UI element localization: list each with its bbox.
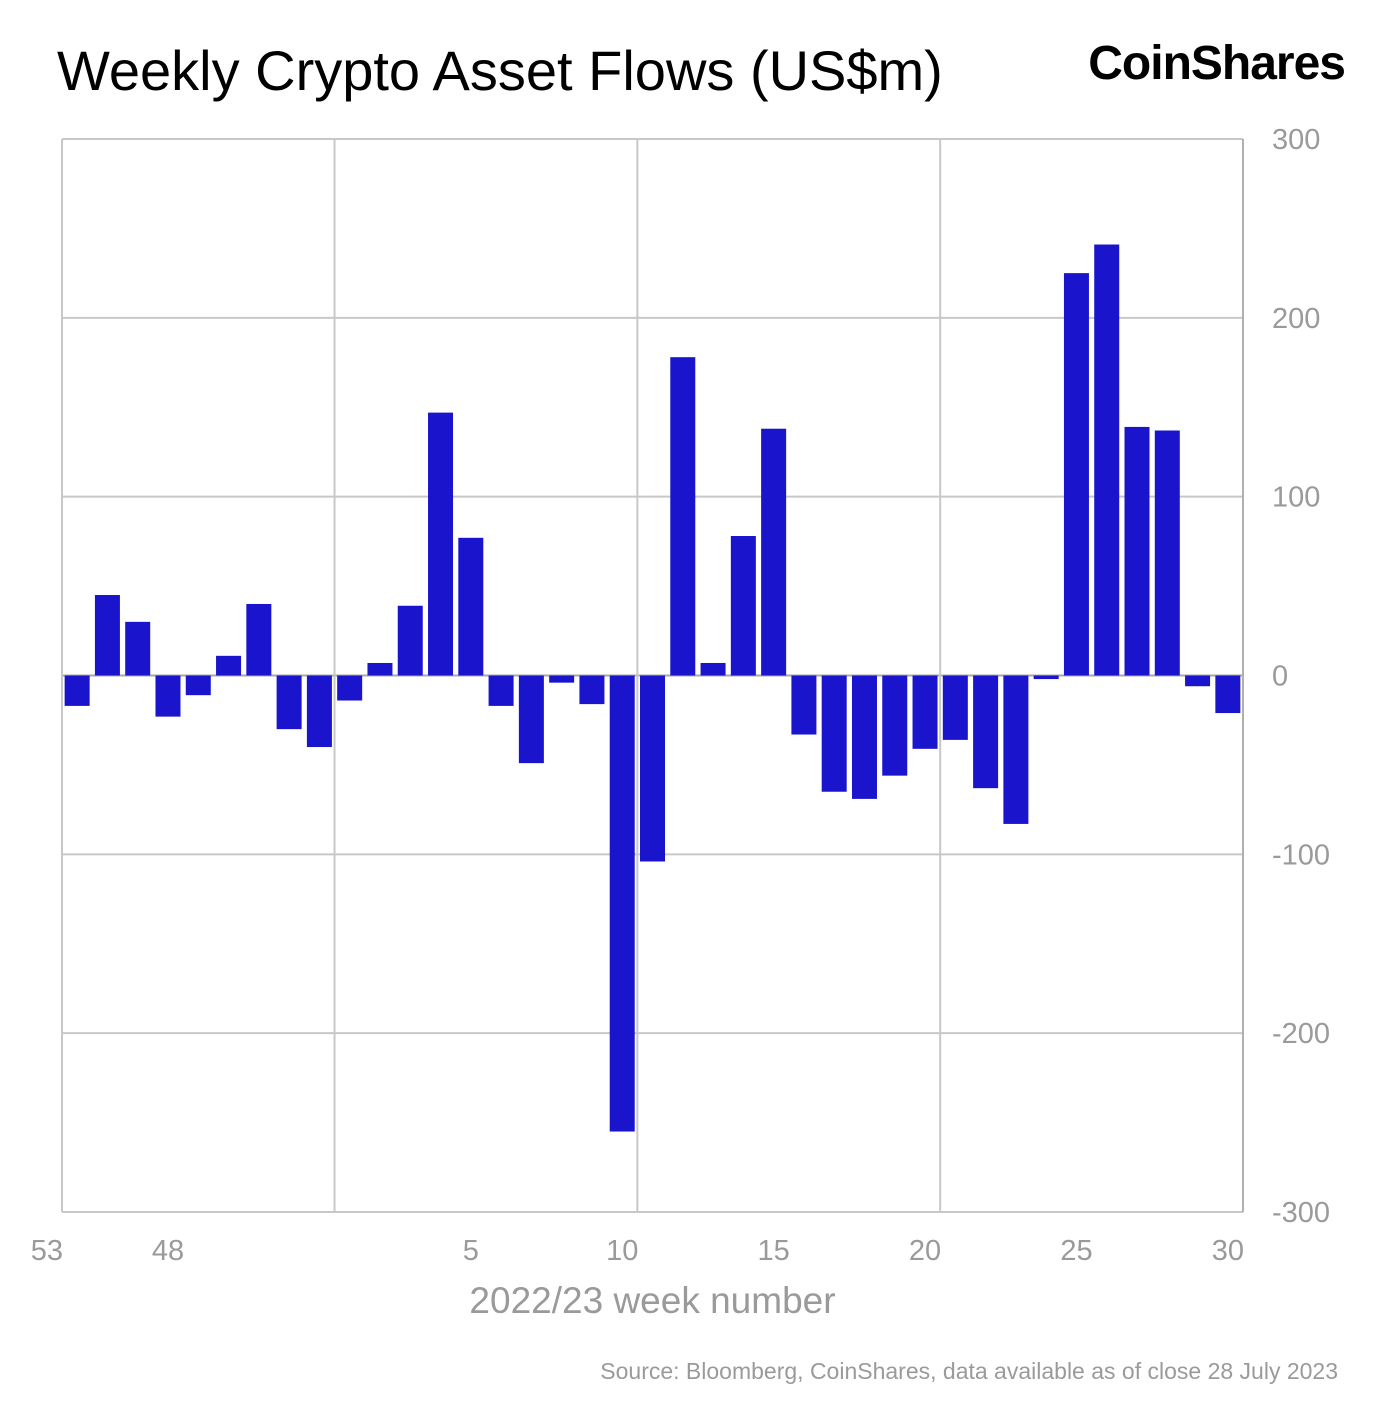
bar-week-15 — [761, 428, 787, 676]
x-tick-label: 30 — [1212, 1235, 1244, 1267]
x-tick-label: 48 — [152, 1235, 184, 1267]
bar-week-28 — [1154, 430, 1180, 676]
bar-week-18 — [851, 675, 877, 799]
y-tick-label: -100 — [1272, 839, 1330, 871]
bar-week-19 — [882, 675, 908, 776]
bar-week-9 — [579, 675, 605, 705]
y-tick-label: -300 — [1272, 1197, 1330, 1229]
bar-week-11 — [640, 675, 665, 862]
bar-week-51 — [246, 603, 272, 676]
bar-week-50 — [216, 655, 242, 676]
bar-week-53 — [306, 675, 332, 748]
y-tick-label: 200 — [1272, 303, 1320, 335]
bar-week-24 — [1033, 675, 1059, 680]
bar-week-3 — [397, 605, 423, 676]
bar-week-14 — [730, 536, 756, 676]
x-tick-label: 15 — [757, 1235, 789, 1267]
bar-week-2 — [367, 662, 393, 676]
bar-week-12 — [670, 357, 696, 676]
bar-week-23 — [1003, 675, 1029, 824]
bar-week-8 — [549, 675, 575, 683]
x-axis-label: 2022/23 week number — [469, 1280, 836, 1321]
bar-week-5 — [458, 537, 484, 676]
coinshares-logo: CoinShares — [1088, 37, 1346, 90]
bar-week-26 — [1094, 244, 1120, 676]
y-tick-label: -200 — [1272, 1018, 1330, 1050]
bar-week-47 — [125, 621, 151, 676]
bar-week-4 — [428, 412, 454, 676]
x-tick-label: 10 — [606, 1235, 638, 1267]
bar-week-22 — [973, 675, 999, 789]
bar-week-27 — [1124, 426, 1150, 676]
bar-week-7 — [518, 675, 544, 764]
y-tick-label: 100 — [1272, 482, 1320, 514]
x-tick-label: 25 — [1060, 1235, 1092, 1267]
bar-week-20 — [912, 675, 938, 749]
x-tick-label: 5 — [463, 1235, 479, 1267]
bar-week-48 — [155, 675, 181, 717]
bars — [64, 244, 1241, 1132]
bar-week-13 — [700, 662, 726, 676]
source-note: Source: Bloomberg, CoinShares, data avai… — [600, 1358, 1338, 1384]
bar-week-45 — [64, 675, 90, 706]
bar-week-49 — [185, 675, 211, 696]
bar-week-16 — [791, 675, 817, 735]
bar-week-1 — [337, 675, 363, 701]
bar-week-30 — [1215, 675, 1241, 714]
x-tick-label: 20 — [909, 1235, 941, 1267]
bar-week-52 — [276, 675, 302, 730]
bar-week-21 — [942, 675, 968, 740]
y-tick-label: 0 — [1272, 661, 1288, 693]
bar-week-29 — [1185, 675, 1211, 687]
y-tick-label: 300 — [1272, 124, 1320, 156]
bar-week-17 — [821, 675, 847, 792]
x-tick-label: 53 — [31, 1235, 63, 1267]
bar-week-46 — [94, 595, 120, 676]
chart-title: Weekly Crypto Asset Flows (US$m) — [57, 39, 943, 102]
bar-week-6 — [488, 675, 514, 706]
bar-week-10 — [609, 675, 635, 1132]
bar-week-25 — [1063, 273, 1089, 676]
tick-labels: 300 200 100 0 -100 -200 -300 48 53 5 10 15 20 25 30 — [31, 124, 1330, 1267]
